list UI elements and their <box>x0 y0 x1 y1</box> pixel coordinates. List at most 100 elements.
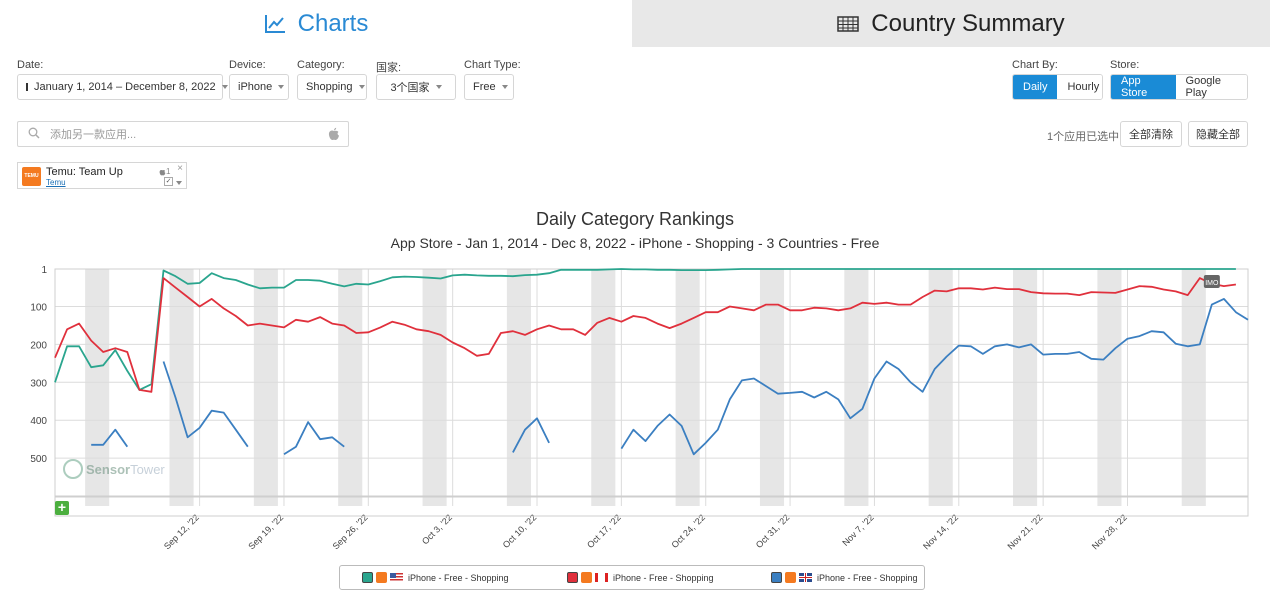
device-value: iPhone <box>238 81 273 93</box>
annotation-label: IMO <box>1205 280 1219 287</box>
chart-title: Daily Category Rankings <box>535 209 735 229</box>
chart-subtitle: App Store - Jan 1, 2014 - Dec 8, 2022 - … <box>390 235 880 251</box>
legend-label: iPhone - Free - Shopping <box>408 572 509 583</box>
legend-label: iPhone - Free - Shopping <box>817 572 918 583</box>
legend-item-gb[interactable]: iPhone - Free - Shopping <box>771 572 918 583</box>
app-name: Temu: Team Up <box>46 166 123 178</box>
category-value: Shopping <box>306 81 353 93</box>
chevron-down-icon <box>435 85 442 89</box>
country-dropdown[interactable]: 3个国家 <box>376 74 456 100</box>
legend-swatch <box>567 572 578 583</box>
store-toggle: App Store Google Play <box>1110 74 1248 100</box>
weekend-band <box>675 269 700 506</box>
chevron-down-icon <box>221 85 228 89</box>
selected-count: 1个应用已选中 <box>1047 131 1120 143</box>
y-tick-label: 300 <box>30 378 47 389</box>
chart-by-toggle: Daily Hourly <box>1012 74 1103 100</box>
us-flag-icon <box>390 573 403 582</box>
app-search-field[interactable]: 添加另一款应用... <box>17 121 349 147</box>
series-line-gb <box>283 421 345 456</box>
weekend-band <box>85 269 110 506</box>
y-tick-label: 500 <box>30 454 47 465</box>
tab-charts[interactable]: Charts <box>0 0 632 47</box>
temu-app-icon <box>581 572 592 583</box>
remove-app-close-icon[interactable]: × <box>177 163 183 174</box>
weekend-band <box>169 269 194 506</box>
chevron-down-icon[interactable] <box>176 181 182 185</box>
weekend-band <box>844 269 869 506</box>
series-line-gb <box>162 361 249 448</box>
weekend-band <box>253 269 278 506</box>
device-dropdown[interactable]: iPhone <box>229 74 289 100</box>
weekend-band <box>422 269 447 506</box>
x-tick-label: Sep 12, '22 <box>162 512 201 551</box>
series-line-ca <box>54 277 1237 393</box>
x-tick-label: Oct 10, '22 <box>501 512 539 550</box>
navigator-strip <box>54 496 1249 517</box>
x-tick-label: Nov 28, '22 <box>1090 512 1129 551</box>
sensortower-watermark: Sensor Tower <box>63 459 165 479</box>
line-chart-icon <box>264 14 286 34</box>
country-value: 3个国家 <box>390 82 430 94</box>
table-icon <box>837 15 860 32</box>
tab-country-summary[interactable]: Country Summary <box>632 0 1270 47</box>
temu-logo: TEMU <box>22 167 41 186</box>
store-app-store-button[interactable]: App Store <box>1111 75 1176 99</box>
search-icon <box>28 127 40 142</box>
sensortower-logo-icon <box>63 459 83 479</box>
x-tick-label: Sep 19, '22 <box>246 512 285 551</box>
weekend-band <box>591 269 616 506</box>
selected-app-chip[interactable]: TEMU Temu: Team Up Temu 1 × ✓ <box>17 162 187 189</box>
apple-platform-icon: 1 <box>159 167 170 176</box>
app-visibility-checkbox[interactable]: ✓ <box>164 177 173 186</box>
legend-item-us[interactable]: iPhone - Free - Shopping <box>362 572 509 583</box>
store-google-play-button[interactable]: Google Play <box>1175 75 1247 99</box>
x-tick-label: Sep 26, '22 <box>331 512 370 551</box>
series-line-gb <box>91 428 129 448</box>
x-tick-label: Nov 21, '22 <box>1005 512 1044 551</box>
series-line-gb <box>620 298 1249 456</box>
x-tick-label: Oct 24, '22 <box>669 512 707 550</box>
gb-flag-icon <box>799 573 812 582</box>
date-range-dropdown[interactable]: January 1, 2014 – December 8, 2022 <box>17 74 228 100</box>
weekend-band <box>928 269 953 506</box>
category-dropdown[interactable]: Shopping <box>297 74 367 100</box>
chart-type-value: Free <box>473 81 496 93</box>
chart-by-daily-button[interactable]: Daily <box>1013 75 1058 99</box>
annotation-flag <box>1203 275 1220 288</box>
date-range-value: January 1, 2014 – December 8, 2022 <box>34 81 216 93</box>
chart-by-label: Chart By: <box>1012 59 1058 71</box>
y-tick-label: 100 <box>30 303 47 314</box>
temu-app-icon <box>785 572 796 583</box>
tab-country-summary-label: Country Summary <box>871 9 1065 37</box>
weekend-band <box>1097 269 1122 506</box>
hide-all-button[interactable]: 隐藏全部 <box>1188 121 1248 147</box>
clear-all-button[interactable]: 全部清除 <box>1120 121 1182 147</box>
chevron-down-icon <box>501 85 508 89</box>
legend-item-ca[interactable]: iPhone - Free - Shopping <box>567 572 714 583</box>
x-tick-label: Oct 3, '22 <box>420 512 454 546</box>
legend-label: iPhone - Free - Shopping <box>613 572 714 583</box>
x-tick-label: Oct 31, '22 <box>754 512 792 550</box>
weekend-band <box>759 269 785 506</box>
x-tick-label: Nov 14, '22 <box>921 512 960 551</box>
chart-legend: iPhone - Free - Shopping iPhone - Free -… <box>339 565 925 590</box>
x-tick-label: Oct 17, '22 <box>585 512 623 550</box>
tab-charts-label: Charts <box>297 9 369 37</box>
app-developer-link[interactable]: Temu <box>46 178 66 187</box>
country-label: 国家: <box>376 62 402 74</box>
add-annotation-button[interactable]: + <box>55 500 69 515</box>
series-line-gb <box>512 417 550 453</box>
chart-by-hourly-button[interactable]: Hourly <box>1057 75 1102 99</box>
weekend-band <box>1013 269 1038 506</box>
chart-type-label: Chart Type: <box>464 59 521 71</box>
chevron-down-icon <box>358 85 365 89</box>
chart-type-dropdown[interactable]: Free <box>464 74 514 100</box>
calendar-icon <box>26 83 28 91</box>
search-placeholder: 添加另一款应用... <box>50 129 137 141</box>
rankings-chart[interactable]: 1 100 200 300 400 500 Sep 12, '22 Sep 19, '22 Se… <box>0 258 1270 568</box>
legend-swatch <box>362 572 373 583</box>
store-label: Store: <box>1110 59 1140 71</box>
weekend-band <box>506 269 531 506</box>
temu-app-icon <box>376 572 387 583</box>
